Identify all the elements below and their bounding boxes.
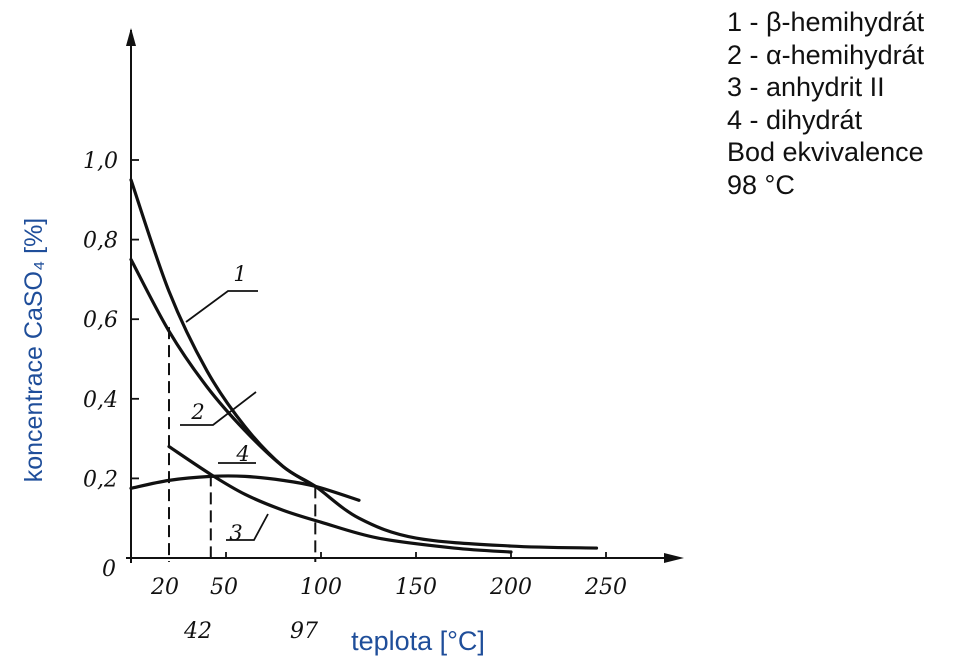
curve-labels: 1 2 3 4 (180, 262, 269, 545)
x-tick-label: 150 (395, 575, 437, 600)
curve-label-2: 2 (190, 400, 204, 424)
series-line-2 (129, 257, 317, 488)
legend-entry: 3 - anhydrit II (727, 72, 885, 102)
y-tick-label: 0,2 (83, 467, 118, 492)
curves (129, 178, 599, 554)
y-tick-label: 0,6 (83, 308, 118, 333)
curve-label-leader (180, 391, 257, 426)
axes (126, 28, 684, 563)
legend-entry: 1 - β-hemihydrát (727, 7, 925, 37)
x-axis-label: teplota [°C] (351, 626, 485, 656)
reference-line-label: 20 (150, 575, 179, 600)
series-line-1 (129, 178, 599, 550)
y-tick-label: 0,4 (83, 388, 118, 413)
x-tick-label: 0 (102, 557, 116, 582)
x-tick-label: 200 (489, 575, 532, 600)
x-tick-label: 100 (300, 575, 342, 600)
series-line-4 (129, 474, 361, 502)
legend: 1 - β-hemihydrát 2 - α-hemihydrát 3 - anhy… (727, 6, 924, 201)
curve-label-4: 4 (235, 442, 249, 466)
y-tick-label: 0,8 (83, 229, 118, 254)
y-axis-label: koncentrace CaSO₄ [%] (20, 218, 48, 483)
reference-lines (168, 327, 317, 562)
legend-entry: Bod ekvivalence (727, 137, 924, 167)
legend-entry: 4 - dihydrát (727, 104, 863, 135)
reference-line-label: 97 (290, 619, 318, 644)
curve-label-3: 3 (229, 521, 242, 545)
reference-line-label: 42 (183, 619, 212, 644)
curve-label-leader (185, 290, 258, 323)
x-tick-label: 50 (210, 575, 238, 600)
curve-label-1: 1 (233, 262, 246, 286)
x-tick-label: 250 (584, 575, 627, 600)
curve-label-leader (226, 513, 269, 541)
x-axis-arrow (664, 553, 684, 563)
legend-entry: 2 - α-hemihydrát (727, 39, 925, 70)
legend-entry: 98 °C (727, 169, 795, 200)
y-axis-arrow (126, 28, 136, 46)
y-tick-label: 1,0 (83, 149, 118, 174)
